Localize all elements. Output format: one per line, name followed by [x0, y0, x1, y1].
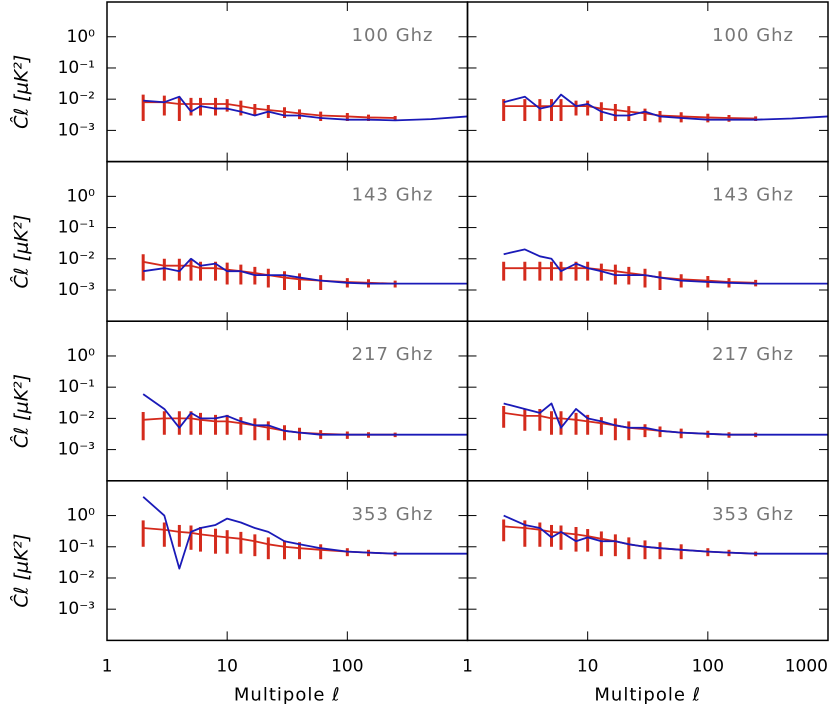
x-tick-label: 100 [331, 656, 363, 676]
data [141, 94, 468, 122]
x-tick-label: 100 [692, 656, 724, 676]
y-tick-label: 10⁻¹ [58, 218, 95, 238]
y-axis-label: Ĉℓ [μK²] [9, 55, 33, 129]
data [502, 248, 828, 290]
series-line [142, 496, 468, 570]
panel-title: 217 Ghz [352, 344, 434, 365]
panel: 10⁰ 10⁻¹ 10⁻² 10⁻³ 1 10 100 353 Ghz Ĉℓ [μK²] Mult… [9, 480, 469, 705]
y-tick-label: 10⁻² [58, 568, 95, 588]
y-axis-label: Ĉℓ [μK²] [9, 534, 33, 608]
x-tick-label: 10 [577, 656, 599, 676]
panel: 143 Ghz [466, 160, 829, 322]
series-line [143, 257, 468, 285]
panel: 217 Ghz [466, 320, 829, 482]
panel: 100 Ghz [466, 1, 829, 163]
y-tick-label: 10⁰ [67, 506, 96, 526]
series-line [503, 267, 756, 284]
panel-title: 143 Ghz [712, 185, 794, 206]
panel-title: 143 Ghz [352, 185, 434, 206]
y-tick-label: 10⁰ [67, 186, 96, 206]
panel: 10⁰ 10⁻¹ 10⁻² 10⁻³ 143 Ghz Ĉℓ [μK²] [9, 160, 469, 322]
x-tick-label: 1000 [785, 656, 828, 676]
y-tick-label: 10⁻³ [58, 280, 95, 300]
panel-title: 100 Ghz [712, 25, 794, 46]
data [141, 254, 468, 290]
y-tick-label: 10⁻¹ [58, 58, 95, 78]
panel-title: 217 Ghz [712, 344, 794, 365]
series-line [503, 402, 828, 436]
series-line [503, 514, 828, 555]
data [502, 93, 828, 123]
y-tick-label: 10⁰ [67, 27, 96, 47]
panel-title: 353 Ghz [712, 504, 794, 525]
data [502, 514, 828, 560]
y-tick-label: 10⁻² [58, 408, 95, 428]
panel-title: 100 Ghz [352, 25, 434, 46]
y-tick-label: 10⁻² [58, 249, 95, 269]
series-line [503, 105, 756, 120]
series-line [143, 95, 468, 122]
panel: 10⁰ 10⁻¹ 10⁻² 10⁻³ 217 Ghz Ĉℓ [μK²] [9, 320, 469, 482]
x-tick-label: 10 [216, 656, 238, 676]
y-tick-label: 10⁻³ [58, 599, 95, 619]
y-tick-label: 10⁻¹ [58, 537, 95, 557]
series-line [142, 393, 468, 436]
x-tick-label: 1 [102, 656, 113, 676]
data [141, 496, 468, 570]
panel: 10⁰ 10⁻¹ 10⁻² 10⁻³ 100 Ghz Ĉℓ [μK²] [9, 1, 469, 163]
y-tick-label: 10⁰ [67, 346, 96, 366]
x-tick-label: 1 [462, 656, 473, 676]
y-tick-label: 10⁻¹ [58, 377, 95, 397]
y-tick-label: 10⁻³ [58, 120, 95, 140]
panel-title: 353 Ghz [352, 504, 434, 525]
y-tick-label: 10⁻² [58, 89, 95, 109]
panel: 1 10 100 1000 353 Ghz Multipole ℓ [462, 480, 829, 705]
panel-frame [466, 480, 829, 642]
x-axis-label: Multipole ℓ [234, 684, 341, 705]
series-line [503, 248, 828, 285]
y-axis-label: Ĉℓ [μK²] [9, 214, 33, 288]
data [141, 393, 468, 441]
series-line [503, 93, 828, 121]
data [502, 402, 828, 441]
y-axis-label: Ĉℓ [μK²] [9, 374, 33, 448]
x-axis-label: Multipole ℓ [594, 684, 701, 705]
y-tick-label: 10⁻³ [58, 440, 95, 460]
